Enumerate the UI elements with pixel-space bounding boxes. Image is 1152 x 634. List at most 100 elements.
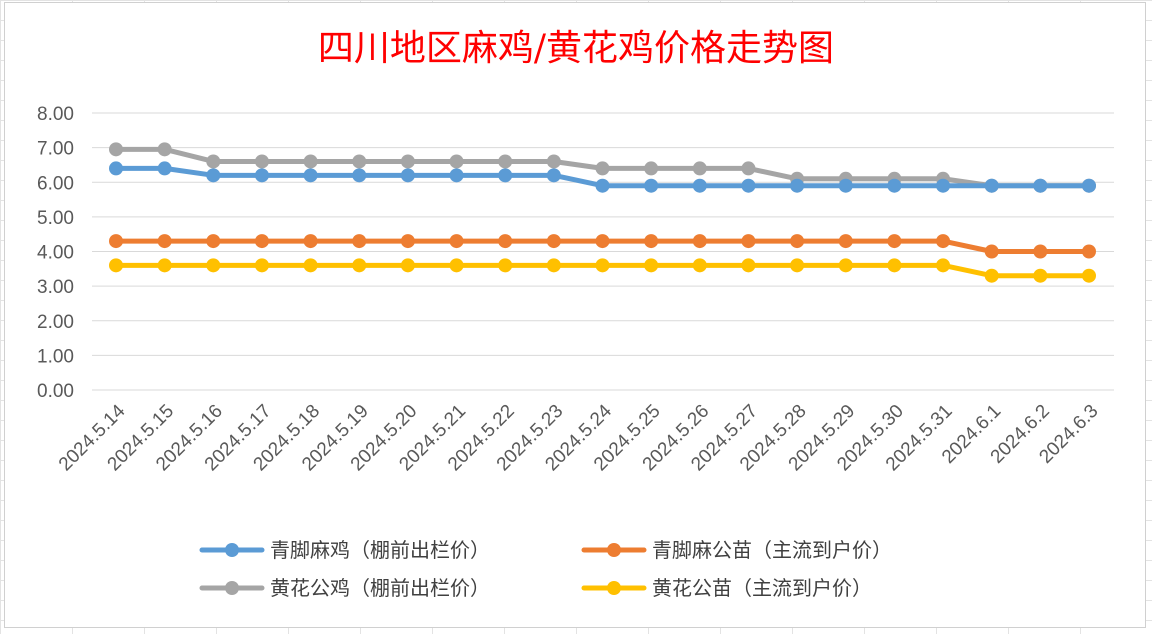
legend-entry[interactable]: 青脚麻鸡（棚前出栏价） [199,538,490,562]
data-point[interactable] [595,258,610,273]
series-1 [109,161,1096,193]
data-point[interactable] [352,154,367,169]
data-point[interactable] [741,258,756,273]
y-tick-label: 8.00 [37,104,74,125]
y-tick-label: 3.00 [37,277,74,298]
data-point[interactable] [1082,178,1096,193]
data-point[interactable] [790,234,805,249]
data-point[interactable] [400,258,415,273]
data-point[interactable] [936,258,951,273]
data-point[interactable] [157,161,172,176]
data-point[interactable] [254,168,269,183]
chart-title: 四川地区麻鸡/黄花鸡价格走势图 [318,28,834,69]
data-point[interactable] [206,258,221,273]
data-point[interactable] [741,234,756,249]
chart-area[interactable] [4,2,1146,628]
data-point[interactable] [498,234,513,249]
data-point[interactable] [1033,268,1048,283]
data-point[interactable] [109,161,123,176]
data-point[interactable] [254,258,269,273]
series-2 [109,234,1096,259]
data-point[interactable] [984,268,999,283]
series-lines [109,142,1096,283]
data-point[interactable] [352,234,367,249]
data-point[interactable] [254,234,269,249]
data-point[interactable] [595,161,610,176]
data-point[interactable] [741,178,756,193]
data-point[interactable] [206,154,221,169]
legend-entry[interactable]: 黄花公苗（主流到户价） [581,576,872,600]
data-point[interactable] [1082,244,1096,259]
data-point[interactable] [109,142,123,157]
data-point[interactable] [1033,244,1048,259]
data-point[interactable] [303,168,318,183]
series-4 [109,258,1096,283]
data-point[interactable] [838,258,853,273]
data-point[interactable] [303,154,318,169]
data-point[interactable] [838,234,853,249]
data-point[interactable] [1082,268,1096,283]
data-point[interactable] [109,234,123,249]
y-tick-label: 2.00 [37,312,74,333]
data-point[interactable] [254,154,269,169]
data-point[interactable] [887,234,902,249]
data-point[interactable] [449,234,464,249]
data-point[interactable] [303,258,318,273]
data-point[interactable] [741,161,756,176]
y-tick-label: 5.00 [37,208,74,229]
data-point[interactable] [595,234,610,249]
data-point[interactable] [790,258,805,273]
data-point[interactable] [400,168,415,183]
data-point[interactable] [984,178,999,193]
data-point[interactable] [498,168,513,183]
data-point[interactable] [498,258,513,273]
data-point[interactable] [449,168,464,183]
data-point[interactable] [790,178,805,193]
data-point[interactable] [644,178,659,193]
data-point[interactable] [546,154,561,169]
data-point[interactable] [838,178,853,193]
data-point[interactable] [400,234,415,249]
data-point[interactable] [692,234,707,249]
data-point[interactable] [692,161,707,176]
data-point[interactable] [936,234,951,249]
data-point[interactable] [303,234,318,249]
y-tick-label: 1.00 [37,346,74,367]
legend-label: 青脚麻鸡（棚前出栏价） [270,538,490,562]
data-point[interactable] [546,168,561,183]
data-point[interactable] [546,234,561,249]
data-point[interactable] [692,178,707,193]
data-point[interactable] [206,168,221,183]
data-point[interactable] [498,154,513,169]
data-point[interactable] [352,168,367,183]
data-point[interactable] [1033,178,1048,193]
data-point[interactable] [157,142,172,157]
data-point[interactable] [109,258,123,273]
legend-label: 黄花公鸡（棚前出栏价） [270,576,490,600]
data-point[interactable] [984,244,999,259]
legend-entry[interactable]: 青脚麻公苗（主流到户价） [581,538,892,562]
legend: 青脚麻鸡（棚前出栏价） 青脚麻公苗（主流到户价） 黄花公鸡（棚前出栏价） 黄花公苗（主… [199,538,892,600]
y-tick-label: 0.00 [37,381,74,402]
data-point[interactable] [692,258,707,273]
data-point[interactable] [449,154,464,169]
data-point[interactable] [157,234,172,249]
data-point[interactable] [449,258,464,273]
y-tick-label: 7.00 [37,139,74,160]
data-point[interactable] [936,178,951,193]
data-point[interactable] [157,258,172,273]
data-point[interactable] [206,234,221,249]
data-point[interactable] [546,258,561,273]
data-point[interactable] [595,178,610,193]
data-point[interactable] [887,178,902,193]
legend-label: 青脚麻公苗（主流到户价） [652,538,892,562]
x-axis: 2024.5.142024.5.152024.5.162024.5.172024… [55,400,1103,475]
data-point[interactable] [644,258,659,273]
data-point[interactable] [352,258,367,273]
data-point[interactable] [644,161,659,176]
data-point[interactable] [644,234,659,249]
data-point[interactable] [400,154,415,169]
legend-entry[interactable]: 黄花公鸡（棚前出栏价） [199,576,490,600]
data-point[interactable] [887,258,902,273]
